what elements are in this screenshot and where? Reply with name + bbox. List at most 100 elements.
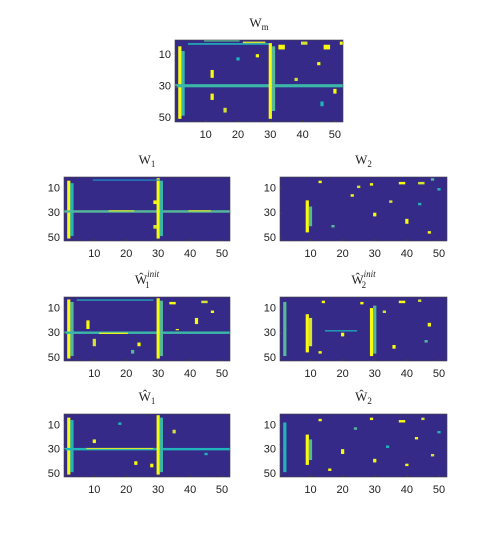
panel-title: Ŵinit 2 [351, 269, 376, 290]
y-tick-label: 50 [48, 232, 60, 244]
title-base: W [355, 152, 368, 167]
cell-block [268, 43, 272, 119]
y-tick-label: 30 [48, 444, 60, 456]
y-tick-label: 30 [264, 207, 276, 219]
cell-block [278, 44, 285, 50]
cell-block [427, 231, 431, 234]
y-tick-label: 50 [48, 468, 60, 480]
cell-block [283, 422, 287, 473]
title-base: Ŵ [355, 389, 368, 404]
cell-block [64, 210, 230, 213]
cell-block [369, 417, 374, 421]
cell-block [70, 301, 74, 357]
title-base: Ŵ [139, 389, 152, 404]
title-sup: init [147, 269, 160, 279]
cell-block [201, 300, 208, 304]
cell-block [210, 310, 215, 313]
y-tick-label: 30 [264, 327, 276, 339]
y-tick-label: 30 [264, 444, 276, 456]
cell-block [305, 314, 309, 353]
cell-block [353, 427, 358, 430]
panel-title: W1 [139, 152, 156, 169]
cell-block [210, 69, 214, 78]
cell-block [373, 305, 377, 354]
x-tick-label: 10 [304, 368, 316, 380]
y-tick-label: 10 [264, 303, 276, 315]
title-sup: init [364, 269, 377, 279]
cell-block [392, 345, 396, 349]
x-tick-label: 20 [120, 248, 132, 260]
axes-frame [279, 413, 448, 478]
cell-block [360, 301, 364, 305]
cell-block [385, 445, 390, 448]
cell-block [308, 317, 313, 347]
cell-block [156, 298, 160, 359]
cell-block [175, 40, 343, 122]
x-tick-label: 10 [200, 129, 212, 141]
y-tick-label: 50 [264, 352, 276, 364]
y-tick-label: 50 [264, 232, 276, 244]
cell-block [305, 434, 309, 465]
title-base: W [249, 15, 262, 30]
cell-block [204, 40, 240, 42]
cell-block [194, 317, 199, 325]
x-tick-label: 30 [152, 248, 164, 260]
cell-block [308, 206, 313, 227]
cell-block [321, 300, 325, 304]
x-tick-label: 30 [152, 368, 164, 380]
cell-block [150, 463, 154, 468]
cell-block [318, 180, 322, 184]
y-tick-label: 10 [264, 419, 276, 431]
y-tick-label: 30 [48, 327, 60, 339]
cell-block [405, 463, 409, 467]
cell-block [305, 200, 309, 233]
cell-block [350, 194, 354, 197]
x-tick-label: 10 [304, 484, 316, 496]
panel-title: Ŵ2 [355, 389, 372, 406]
cell-block [64, 297, 230, 361]
y-tick-label: 30 [159, 80, 171, 92]
x-tick-label: 10 [88, 368, 100, 380]
x-tick-label: 50 [433, 368, 445, 380]
x-tick-label: 50 [216, 248, 228, 260]
x-tick-label: 10 [88, 248, 100, 260]
cell-block [99, 332, 128, 334]
cell-block [341, 332, 345, 337]
axes-frame [174, 39, 344, 123]
cell-block [156, 178, 160, 239]
cell-block [70, 420, 74, 473]
cell-block [421, 417, 425, 421]
x-tick-label: 20 [337, 248, 349, 260]
cell-block [131, 349, 135, 354]
cell-block [204, 452, 208, 456]
x-tick-label: 40 [401, 484, 413, 496]
cell-block [67, 417, 71, 475]
x-tick-label: 20 [232, 129, 244, 141]
panel-title: Wm [249, 15, 268, 32]
cell-block [430, 453, 435, 457]
cell-block [86, 320, 90, 329]
cell-block [223, 107, 227, 113]
cell-block [280, 414, 447, 477]
cell-block [236, 57, 240, 61]
cell-block [67, 180, 71, 239]
title-sub: 2 [367, 396, 372, 406]
cell-block [398, 420, 406, 423]
panel-title: Ŵ1 [139, 389, 156, 406]
axes-frame [63, 296, 231, 362]
cell-block [369, 308, 374, 357]
title-base: Ŵ [135, 272, 148, 287]
title-sub: 2 [362, 280, 367, 290]
x-tick-label: 40 [296, 129, 308, 141]
cell-block [328, 468, 332, 471]
cell-block [373, 212, 377, 217]
x-tick-label: 20 [337, 368, 349, 380]
cell-block [437, 188, 441, 191]
cell-block [64, 414, 230, 477]
x-tick-label: 30 [369, 484, 381, 496]
axes-frame [279, 296, 448, 362]
x-tick-label: 40 [401, 248, 413, 260]
title-base: Ŵ [351, 272, 364, 287]
x-tick-label: 50 [433, 484, 445, 496]
cell-block [271, 46, 276, 111]
